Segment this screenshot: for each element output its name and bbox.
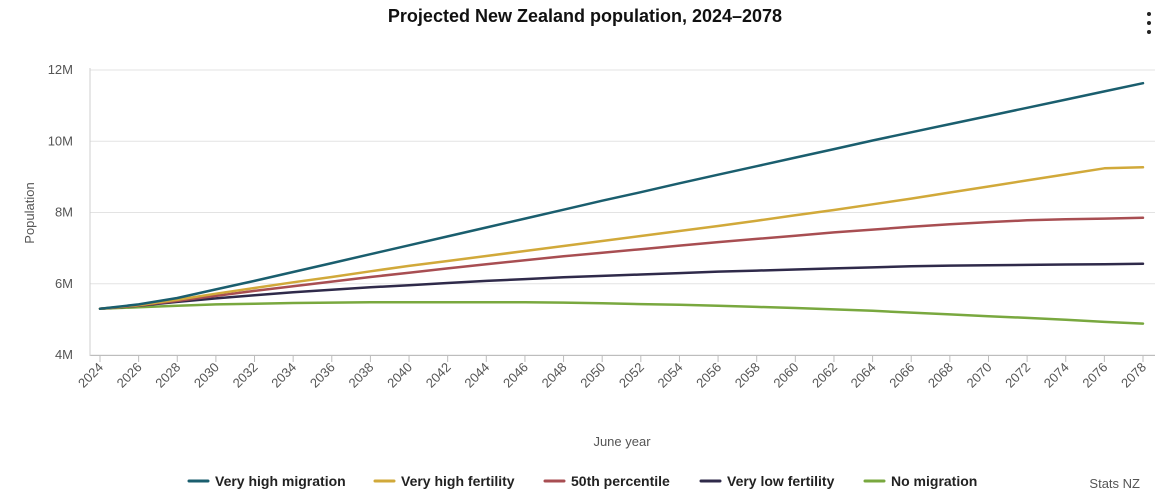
source-credit: Stats NZ	[1089, 476, 1140, 491]
series-line	[98, 301, 1145, 325]
x-tick-label: 2074	[1041, 360, 1072, 391]
menu-dot-icon	[1147, 12, 1151, 16]
menu-dot-icon	[1147, 21, 1151, 25]
x-tick-label: 2040	[384, 360, 415, 391]
x-tick-label: 2046	[500, 360, 531, 391]
legend-label: 50th percentile	[571, 473, 670, 489]
x-tick-label: 2062	[809, 360, 840, 391]
y-axis-label: Population	[22, 182, 37, 243]
series-line	[98, 81, 1145, 310]
y-tick-label: 4M	[55, 347, 73, 362]
legend-item[interactable]: Very high migration	[187, 473, 346, 489]
chart-menu-button[interactable]	[1144, 12, 1154, 34]
x-tick-label: 2048	[539, 360, 570, 391]
legend-label: Very high migration	[215, 473, 346, 489]
x-tick-label: 2030	[191, 360, 222, 391]
series-line	[98, 262, 1145, 310]
x-tick-label: 2076	[1079, 360, 1110, 391]
x-tick-label: 2068	[925, 360, 956, 391]
x-tick-label: 2060	[770, 360, 801, 391]
y-tick-label: 12M	[48, 62, 73, 77]
x-tick-label: 2042	[423, 360, 454, 391]
legend-label: No migration	[891, 473, 977, 489]
x-tick-label: 2038	[345, 360, 376, 391]
grid-lines	[90, 69, 1155, 356]
legend: Very high migration Very high fertility 50…	[187, 473, 977, 489]
x-axis-label: June year	[593, 434, 651, 449]
legend-item[interactable]: No migration	[863, 473, 977, 489]
x-tick-label: 2072	[1002, 360, 1033, 391]
x-tick-label: 2044	[461, 360, 492, 391]
x-tick-label: 2032	[230, 360, 261, 391]
series-lines	[98, 81, 1145, 325]
x-tick-label: 2034	[268, 360, 299, 391]
x-tick-label: 2056	[693, 360, 724, 391]
legend-label: Very low fertility	[727, 473, 835, 489]
y-tick-label: 8M	[55, 205, 73, 220]
series-line	[98, 216, 1145, 310]
x-tick-label: 2064	[848, 360, 879, 391]
y-tick-label: 6M	[55, 276, 73, 291]
legend-label: Very high fertility	[401, 473, 515, 489]
x-axis: 2024 2026 2028 2030 2032 2034 2036 2038 2040 2042…	[75, 355, 1155, 391]
x-tick-label: 2036	[307, 360, 338, 391]
chart-title: Projected New Zealand population, 2024–2…	[387, 6, 783, 26]
legend-item[interactable]: Very high fertility	[373, 473, 515, 489]
x-tick-label: 2070	[964, 360, 995, 391]
legend-item[interactable]: 50th percentile	[543, 473, 670, 489]
x-tick-label: 2054	[655, 360, 686, 391]
x-tick-label: 2058	[732, 360, 763, 391]
x-tick-label: 2024	[75, 360, 106, 391]
x-tick-label: 2028	[152, 360, 183, 391]
x-tick-label: 2066	[886, 360, 917, 391]
y-tick-label: 10M	[48, 133, 73, 148]
series-line	[98, 166, 1145, 310]
y-axis: 4M 6M 8M 10M 12M	[48, 62, 91, 362]
x-tick-label: 2078	[1118, 360, 1149, 391]
legend-item[interactable]: Very low fertility	[699, 473, 835, 489]
x-tick-label: 2052	[616, 360, 647, 391]
x-tick-label: 2026	[114, 360, 145, 391]
menu-dot-icon	[1147, 30, 1151, 34]
x-tick-label: 2050	[577, 360, 608, 391]
